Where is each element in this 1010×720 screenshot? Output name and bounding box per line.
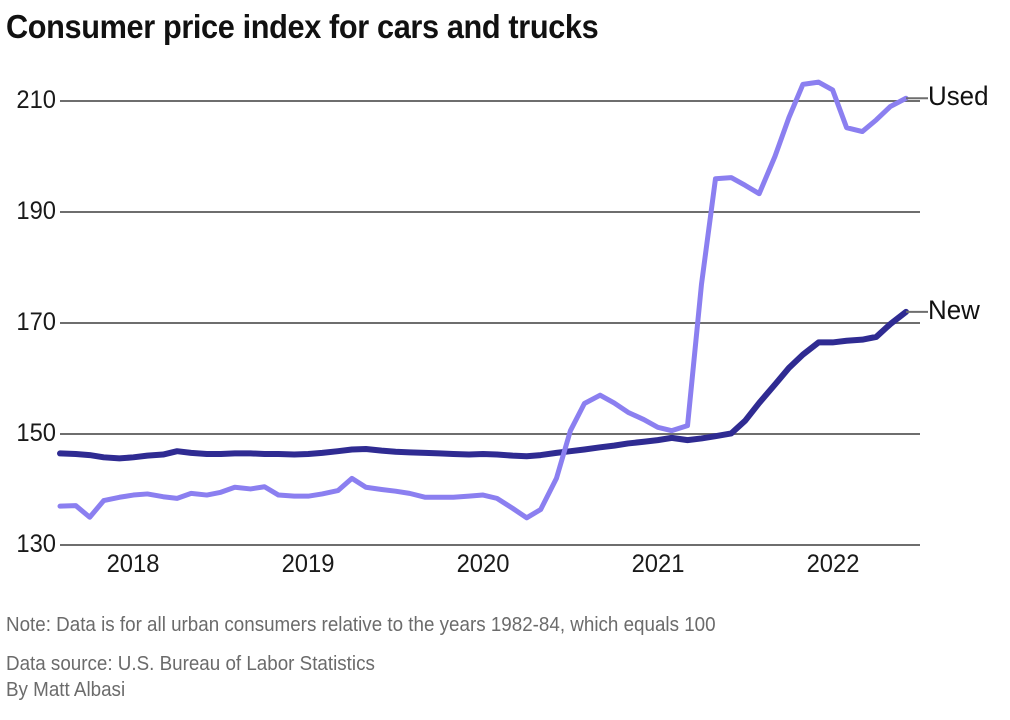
footer-note: Note: Data is for all urban consumers re… xyxy=(6,614,716,636)
x-tick-label-2021: 2021 xyxy=(631,550,685,578)
y-tick-label-210: 210 xyxy=(16,86,57,114)
x-tick-label-2022: 2022 xyxy=(806,550,860,578)
series-line-new xyxy=(57,308,910,462)
y-tick-label-130: 130 xyxy=(16,530,57,558)
page-title: Consumer price index for cars and trucks xyxy=(6,8,599,45)
label-connectors xyxy=(906,97,928,313)
series-label-used: Used xyxy=(928,81,989,112)
y-axis: 130 150 170 190 210 xyxy=(0,60,56,560)
series-label-new: New xyxy=(928,294,980,325)
series-line-used xyxy=(57,79,909,521)
footer: Note: Data is for all urban consumers re… xyxy=(6,612,1004,703)
y-tick-label-150: 150 xyxy=(16,419,57,447)
gridlines xyxy=(60,100,920,546)
footer-byline: By Matt Albasi xyxy=(6,679,126,701)
x-tick-label-2020: 2020 xyxy=(456,550,510,578)
y-tick-label-170: 170 xyxy=(16,308,57,336)
footer-source: Data source: U.S. Bureau of Labor Statis… xyxy=(6,653,375,675)
series-lines xyxy=(57,79,910,521)
x-tick-label-2018: 2018 xyxy=(106,550,160,578)
chart-svg xyxy=(57,79,928,546)
x-tick-label-2019: 2019 xyxy=(281,550,335,578)
plot-area xyxy=(0,60,1010,560)
x-axis: 2018 2019 2020 2021 2022 xyxy=(0,552,1010,592)
y-tick-label-190: 190 xyxy=(16,197,57,225)
